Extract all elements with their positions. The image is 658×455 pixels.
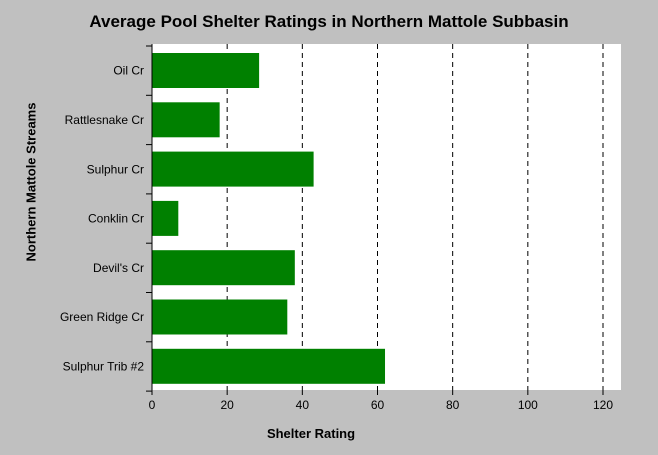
category-label: Rattlesnake Cr [65,113,144,127]
category-label: Devil's Cr [93,261,144,275]
x-tick-label: 100 [518,398,538,412]
x-tick-label: 20 [220,398,234,412]
x-tick-label: 0 [149,398,156,412]
x-tick-label: 80 [446,398,460,412]
x-tick-label: 120 [593,398,613,412]
chart-title: Average Pool Shelter Ratings in Northern… [89,12,569,31]
bar [152,250,295,286]
x-axis-title: Shelter Rating [266,426,356,441]
bar [152,348,386,384]
plot-area [152,44,621,390]
x-tick-label: 60 [371,398,385,412]
bars [152,53,386,384]
bar [152,102,220,138]
axes: Oil Cr Rattlesnake Cr Sulphur Cr Conklin Cr… [60,44,613,412]
category-label: Sulphur Trib #2 [63,359,145,373]
category-label: Conklin Cr [88,212,144,226]
bar [152,200,179,236]
bar [152,151,314,187]
category-label: Oil Cr [113,64,144,78]
category-label: Green Ridge Cr [60,310,144,324]
x-tick-label: 40 [296,398,310,412]
bar [152,299,288,335]
category-label: Sulphur Cr [87,162,144,176]
bar [152,53,260,88]
